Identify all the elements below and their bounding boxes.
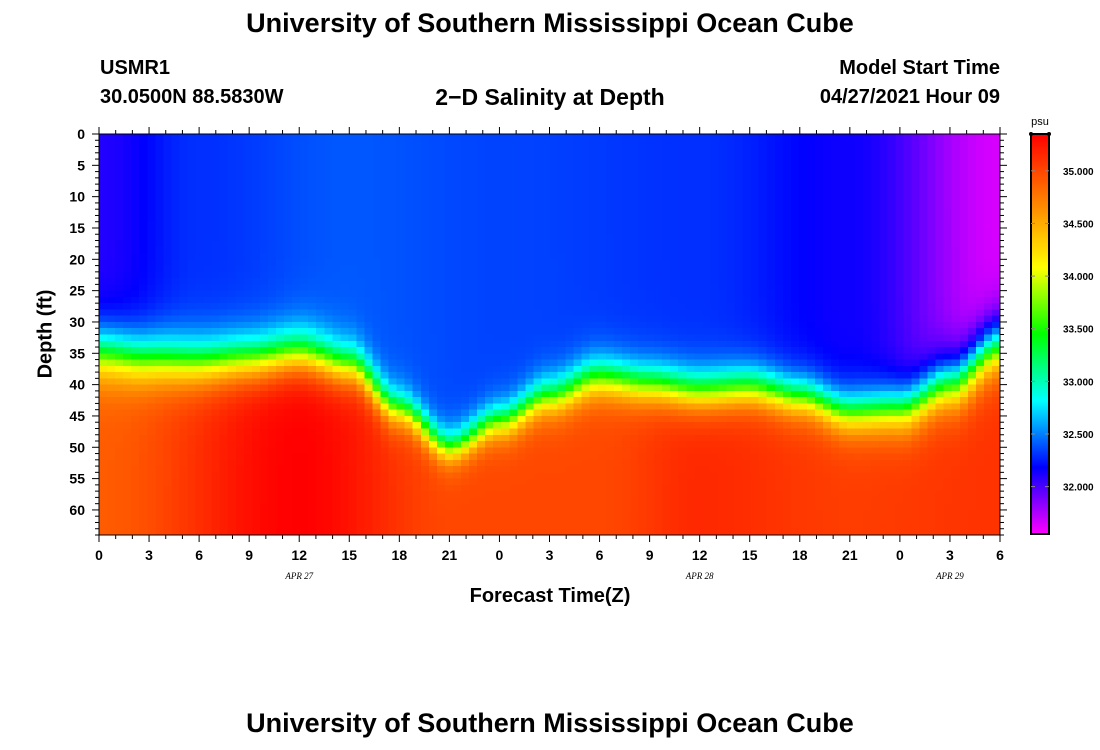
colorbar-corner-marker [1029, 132, 1033, 136]
colorbar-tick-label: 33.000 [1063, 377, 1094, 388]
x-date-label: APR 28 [685, 571, 714, 581]
y-tick-label: 10 [69, 189, 85, 205]
x-date-label: APR 27 [284, 571, 313, 581]
y-tick-label: 30 [69, 314, 85, 330]
y-tick-label: 40 [69, 377, 85, 393]
x-tick-label: 0 [896, 547, 904, 563]
y-axis-label: Depth (ft) [34, 289, 57, 379]
x-tick-label: 3 [145, 547, 153, 563]
plot-frame [98, 133, 1001, 536]
colorbar-frame [1030, 133, 1050, 535]
y-tick-label: 15 [69, 220, 85, 236]
chart-title-bottom: University of Southern Mississippi Ocean… [246, 708, 854, 738]
colorbar-tick-label: 33.500 [1063, 325, 1094, 336]
x-tick-label: 18 [792, 547, 808, 563]
x-tick-label: 12 [692, 547, 708, 563]
colorbar-tick-label: 34.500 [1063, 219, 1094, 230]
colorbar-tick-label: 34.000 [1063, 272, 1094, 283]
chart-title-top: University of Southern Mississippi Ocean… [246, 8, 854, 38]
x-date-label: APR 29 [935, 571, 964, 581]
x-tick-label: 6 [195, 547, 203, 563]
y-tick-label: 5 [77, 157, 85, 173]
x-tick-label: 9 [646, 547, 654, 563]
x-tick-label: 15 [742, 547, 758, 563]
colorbar-tick-label: 32.500 [1063, 430, 1094, 441]
x-tick-label: 3 [546, 547, 554, 563]
x-tick-label: 3 [946, 547, 954, 563]
x-tick-label: 21 [442, 547, 458, 563]
y-tick-label: 45 [69, 408, 85, 424]
model-start-label: Model Start Time [839, 57, 1000, 79]
x-tick-label: 12 [291, 547, 307, 563]
station-coordinates: 30.0500N 88.5830W [100, 86, 284, 108]
colorbar-tick-label: 32.000 [1063, 483, 1094, 494]
y-tick-label: 50 [69, 439, 85, 455]
x-tick-label: 15 [341, 547, 357, 563]
colorbar-corner-marker [1047, 132, 1051, 136]
y-tick-label: 60 [69, 502, 85, 518]
y-tick-label: 35 [69, 345, 85, 361]
station-id: USMR1 [100, 57, 171, 79]
y-tick-label: 20 [69, 251, 85, 267]
colorbar-tick-label: 35.000 [1063, 167, 1094, 178]
x-tick-label: 0 [496, 547, 504, 563]
y-tick-label: 25 [69, 283, 85, 299]
salinity-heatmap [99, 134, 1000, 535]
x-tick-label: 6 [596, 547, 604, 563]
x-tick-label: 21 [842, 547, 858, 563]
y-tick-label: 55 [69, 471, 85, 487]
model-start-value: 04/27/2021 Hour 09 [819, 86, 1000, 108]
x-tick-label: 0 [95, 547, 103, 563]
x-tick-label: 9 [245, 547, 253, 563]
x-tick-label: 6 [996, 547, 1004, 563]
plot-title: 2−D Salinity at Depth [435, 84, 665, 110]
colorbar-unit: psu [1031, 116, 1049, 128]
x-axis-label: Forecast Time(Z) [469, 585, 631, 607]
colorbar-gradient [1031, 134, 1049, 534]
y-tick-label: 0 [77, 126, 85, 142]
x-tick-label: 18 [392, 547, 408, 563]
